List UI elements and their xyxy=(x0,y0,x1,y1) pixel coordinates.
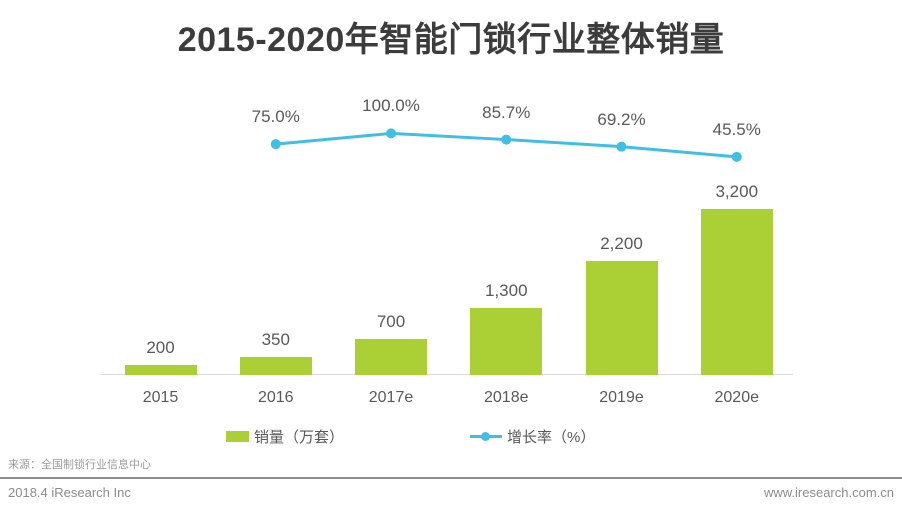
growth-rate-label: 85.7% xyxy=(482,102,531,122)
sales-bar xyxy=(585,260,658,375)
sales-bar xyxy=(470,307,543,375)
footer: 2018.4 iResearch Inc www.iresearch.com.c… xyxy=(8,485,894,500)
sales-bar xyxy=(124,364,197,375)
sales-bar xyxy=(239,356,312,375)
sales-legend-swatch-icon xyxy=(226,430,249,442)
x-axis-label: 2018e xyxy=(484,389,529,406)
growth-legend-label: 增长率（%） xyxy=(507,428,596,446)
legend-item-growth-rate: 增长率（%） xyxy=(470,428,596,446)
source-note: 来源：全国制锁行业信息中心 xyxy=(8,459,151,471)
x-axis-label: 2015 xyxy=(142,389,179,406)
footer-website-text: www.iresearch.com.cn xyxy=(763,485,894,500)
sales-bar xyxy=(700,209,773,375)
chart-title: 2015-2020年智能门锁行业整体销量 xyxy=(177,21,725,59)
x-axis-label: 2020e xyxy=(714,389,760,406)
growth-rate-label: 69.2% xyxy=(597,109,646,129)
growth-legend-marker-icon xyxy=(470,431,502,441)
bar-value-label: 2,200 xyxy=(600,233,643,253)
x-axis-label: 2017e xyxy=(368,389,414,406)
x-axis-label: 2019e xyxy=(599,389,644,406)
bar-value-label: 1,300 xyxy=(484,280,528,300)
growth-point-marker xyxy=(270,139,281,150)
growth-point-marker xyxy=(386,128,396,139)
x-axis-line xyxy=(100,374,793,375)
bar-value-label: 3,200 xyxy=(715,182,759,201)
bar-value-label: 200 xyxy=(146,337,175,357)
growth-rate-label: 100.0% xyxy=(362,96,420,116)
growth-point-marker xyxy=(731,151,742,162)
bar-value-label: 700 xyxy=(376,311,406,331)
footer-brand-text: 2018.4 iResearch Inc xyxy=(8,485,131,500)
bar-value-label: 350 xyxy=(261,329,290,349)
growth-legend-dot xyxy=(481,431,490,441)
growth-line-path xyxy=(275,131,737,159)
sales-bar xyxy=(355,338,427,375)
growth-point-marker xyxy=(616,141,627,152)
growth-rate-label: 45.5% xyxy=(712,119,761,139)
x-axis-label: 2016 xyxy=(257,389,294,406)
growth-rate-label: 75.0% xyxy=(251,107,300,127)
footer-divider xyxy=(0,477,902,479)
growth-point-marker xyxy=(501,134,512,145)
legend-item-sales: 销量（万套） xyxy=(226,428,345,446)
sales-legend-label: 销量（万套） xyxy=(254,428,345,446)
